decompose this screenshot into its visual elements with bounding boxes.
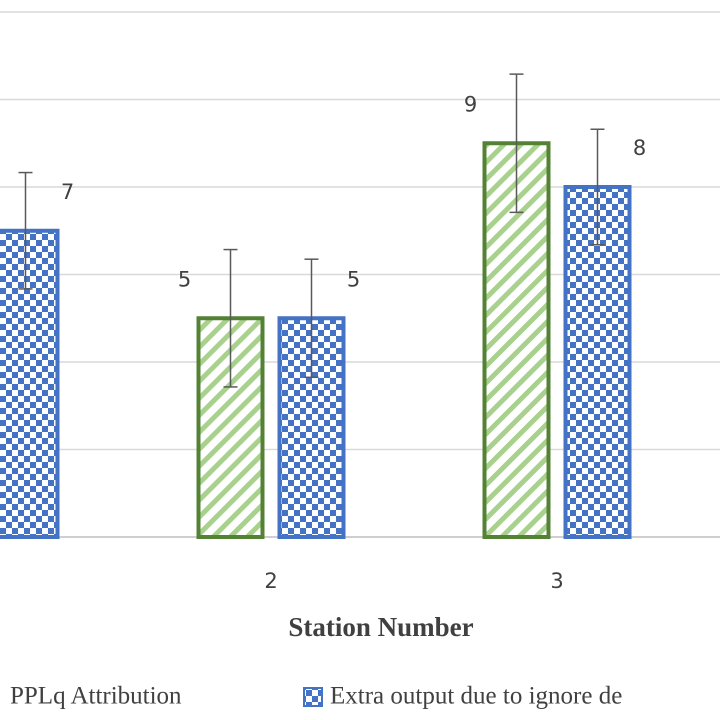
legend-label: PPLq Attribution: [10, 683, 182, 710]
data-label: 7: [61, 180, 74, 204]
x-tick-label: 2: [264, 569, 277, 593]
data-label: 8: [633, 136, 646, 160]
x-axis-title: Station Number: [288, 612, 473, 642]
legend-swatch: [303, 687, 323, 707]
bar: [0, 228, 60, 539]
x-tick-label: 3: [550, 569, 563, 593]
data-label: 5: [178, 267, 191, 291]
data-label: 9: [464, 92, 477, 116]
bar: [482, 141, 551, 539]
data-label: 5: [347, 267, 360, 291]
legend-label: Extra output due to ignore de: [330, 683, 622, 710]
